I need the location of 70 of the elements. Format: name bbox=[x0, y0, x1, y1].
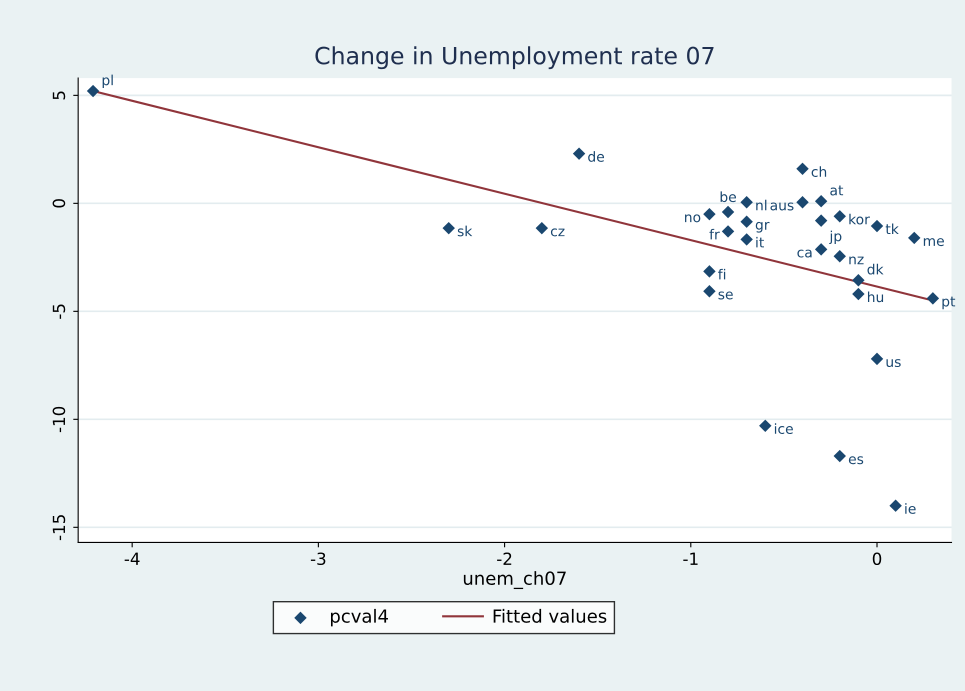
annotation: us bbox=[886, 359, 901, 368]
annotation: ca bbox=[797, 250, 812, 258]
point bbox=[536, 222, 548, 234]
annotation: nl bbox=[756, 200, 766, 210]
x-tick-label: -2 bbox=[497, 552, 512, 565]
y-tick-label: -15 bbox=[52, 515, 66, 540]
annotation: ie bbox=[905, 503, 916, 514]
annotation: tk bbox=[886, 223, 899, 234]
point bbox=[740, 196, 753, 208]
annotation: es bbox=[848, 456, 864, 464]
point bbox=[908, 232, 920, 244]
point bbox=[740, 233, 753, 246]
annotation: hu bbox=[868, 292, 884, 302]
annotation: de bbox=[588, 151, 604, 162]
point bbox=[703, 208, 716, 220]
annotation: jp bbox=[829, 230, 842, 244]
y-tick-label: 5 bbox=[52, 92, 66, 100]
point bbox=[740, 215, 753, 228]
annotation: pt bbox=[942, 296, 956, 310]
chart-title: Change in Unemployment rate 07 bbox=[315, 46, 714, 70]
point bbox=[870, 220, 884, 232]
annotation: be bbox=[720, 191, 736, 202]
point bbox=[834, 450, 846, 462]
point bbox=[870, 352, 884, 366]
annotation: cz bbox=[550, 228, 564, 236]
annotation: fr bbox=[709, 228, 720, 240]
point bbox=[86, 84, 100, 98]
annotation: ch bbox=[812, 166, 826, 177]
x-tick-label: -4 bbox=[124, 552, 140, 565]
annotation: no bbox=[685, 214, 700, 222]
point bbox=[889, 500, 902, 512]
annotation: se bbox=[718, 291, 733, 300]
point bbox=[722, 225, 734, 238]
point bbox=[722, 206, 734, 218]
point bbox=[814, 214, 828, 227]
annotation: pl bbox=[102, 74, 113, 88]
point bbox=[834, 210, 846, 223]
annotation: dk bbox=[867, 264, 884, 275]
point bbox=[703, 285, 716, 298]
point bbox=[852, 288, 865, 300]
point bbox=[834, 250, 846, 262]
annotation: aus bbox=[770, 202, 794, 210]
y-tick-label: 0 bbox=[52, 199, 66, 208]
point bbox=[852, 274, 865, 286]
x-axis-title: unem_ch07 bbox=[464, 571, 566, 590]
annotation: gr bbox=[756, 222, 770, 233]
annotation: kor bbox=[849, 214, 870, 225]
annotation: me bbox=[924, 238, 944, 246]
annotation: nz bbox=[849, 256, 864, 264]
annotation: at bbox=[830, 186, 844, 196]
point bbox=[572, 147, 586, 160]
legend-label: pcval4 bbox=[330, 608, 388, 626]
point bbox=[796, 196, 809, 208]
x-tick-label: -3 bbox=[310, 552, 326, 566]
point bbox=[926, 292, 940, 305]
point bbox=[759, 420, 772, 432]
annotation: sk bbox=[458, 226, 472, 236]
y-tick-label: -10 bbox=[52, 406, 66, 432]
annotation: ice bbox=[774, 423, 793, 434]
annotation: it bbox=[756, 236, 764, 248]
annotation: fi bbox=[718, 268, 726, 280]
point bbox=[814, 194, 828, 208]
legend-label: Fitted values bbox=[494, 608, 606, 623]
x-tick-label: -1 bbox=[683, 552, 698, 565]
point bbox=[703, 265, 716, 278]
x-tick-label: 0 bbox=[872, 552, 882, 566]
point bbox=[814, 243, 828, 256]
point bbox=[442, 222, 455, 234]
y-tick-label: -5 bbox=[52, 304, 66, 319]
point bbox=[796, 162, 809, 176]
